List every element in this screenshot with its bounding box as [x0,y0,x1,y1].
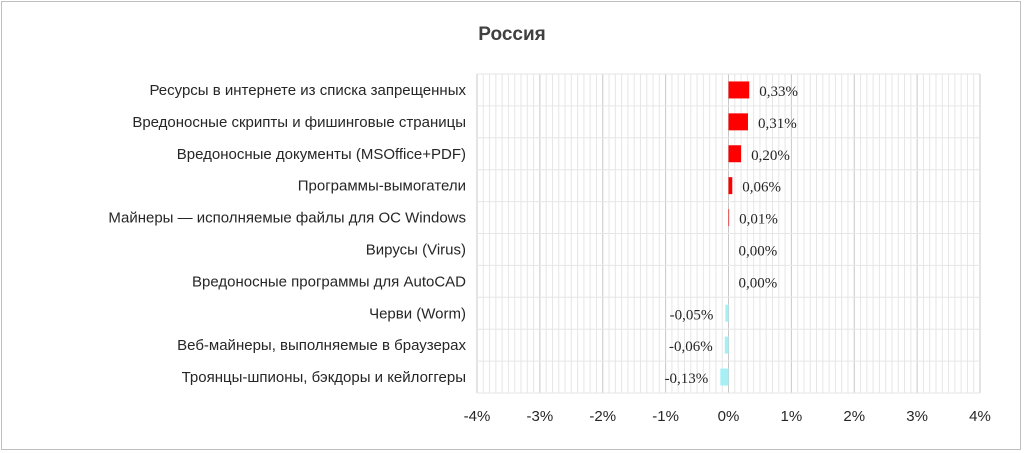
data-label: 0,31% [758,116,797,132]
x-tick-label: -2% [589,408,616,425]
bar [728,145,742,163]
category-label: Ресурсы в интернете из списка запрещенны… [149,82,466,99]
x-tick-label: -4% [464,408,491,425]
category-label: Веб-майнеры, выполняемые в браузерах [177,337,466,354]
data-label: -0,06% [669,339,713,355]
x-axis-ticks: -4% -3% -2% -1% 0% 1% 2% 3% 4% [464,408,991,425]
x-tick-label: 2% [843,408,865,425]
chart-title: Россия [478,24,546,45]
data-label: 0,00% [739,275,778,291]
category-label: Майнеры — исполняемые файлы для ОС Windo… [108,210,466,227]
data-label: -0,05% [670,307,714,323]
data-label: 0,00% [739,243,778,259]
category-label: Вредоносные программы для AutoCAD [192,273,466,290]
category-label: Программы-вымогатели [298,178,466,195]
x-tick-label: 0% [718,408,740,425]
data-label: 0,20% [751,148,790,164]
data-label: -0,13% [665,371,709,387]
x-tick-label: 1% [781,408,803,425]
bar [728,177,733,195]
bar [725,304,729,322]
category-labels: Ресурсы в интернете из списка запрещенны… [108,82,466,386]
category-label: Черви (Worm) [369,305,466,322]
x-tick-label: -3% [527,408,554,425]
data-label: 0,33% [759,84,798,100]
x-tick-label: 4% [969,408,991,425]
bar [728,81,750,99]
data-label: 0,06% [742,180,781,196]
category-label: Вирусы (Virus) [366,241,466,258]
category-label: Вредоносные скрипты и фишинговые страниц… [132,114,466,131]
bar [720,368,729,386]
bar [724,336,729,354]
data-labels: 0,33% 0,31% 0,20% 0,06% 0,01% 0,00% 0,00% -0,05… [665,84,798,387]
grid-lines [476,73,981,394]
bar [728,113,748,131]
category-label: Вредоносные документы (MSOffice+PDF) [177,146,466,163]
bar [728,209,730,227]
data-label: 0,01% [739,212,778,228]
x-tick-label: -1% [652,408,679,425]
bars [720,81,750,386]
category-label: Троянцы-шпионы, бэкдоры и кейлоггеры [182,369,466,386]
x-tick-label: 3% [906,408,928,425]
